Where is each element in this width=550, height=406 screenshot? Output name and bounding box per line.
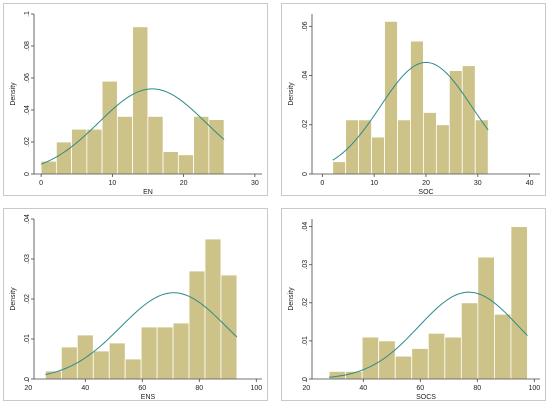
x-tick-label: 10 (108, 180, 116, 187)
y-tick-label: .06 (302, 21, 309, 31)
histogram-bar (60, 346, 78, 380)
histogram-bar (493, 313, 512, 380)
y-tick-label: 0 (24, 377, 31, 381)
y-tick-label: .1 (24, 11, 31, 17)
histogram-bar (193, 116, 210, 175)
x-axis-label: SOCS (416, 394, 436, 401)
x-tick-label: 30 (251, 180, 259, 187)
y-tick-label: .01 (24, 334, 31, 344)
y-tick-label: .04 (302, 222, 309, 232)
histogram-bar (411, 348, 429, 380)
x-tick-label: 60 (138, 385, 146, 392)
x-tick-label: 0 (39, 180, 43, 187)
y-tick-label: .03 (302, 260, 309, 270)
histogram-soc: 0 .02 .04 .06 0 10 20 30 40 SOC Density (288, 14, 540, 196)
histogram-bar (477, 256, 495, 380)
histogram-bar (132, 26, 149, 175)
normal-density-curve (45, 292, 238, 376)
histogram-bar (55, 141, 73, 175)
x-tick-label: 20 (180, 180, 188, 187)
y-tick-label: .04 (302, 71, 309, 81)
histogram-bar (345, 119, 360, 175)
y-tick-label: .03 (24, 254, 31, 264)
histogram-bar (156, 326, 174, 380)
y-tick-label: .02 (302, 120, 309, 130)
histogram-bar (423, 112, 437, 175)
histogram-bar (361, 336, 380, 380)
x-tick-label: 80 (195, 385, 203, 392)
histogram-bar (116, 116, 134, 175)
histogram-bar (220, 274, 238, 380)
normal-density-curve (329, 291, 528, 378)
histogram-bar (188, 270, 206, 380)
histogram-bar (510, 226, 528, 380)
x-tick-label: 20 (422, 180, 430, 187)
y-axis-label: Density (288, 82, 295, 106)
y-tick-label: .02 (302, 298, 309, 308)
x-axis-label: ENS (141, 394, 156, 401)
x-tick-label: 10 (370, 180, 378, 187)
histogram-bar (162, 151, 179, 175)
histogram-bar (435, 124, 450, 175)
x-tick-label: 100 (250, 385, 262, 392)
histogram-bar (92, 350, 110, 380)
histogram-bar (397, 119, 411, 175)
histogram-bar (448, 70, 463, 175)
x-tick-label: 0 (320, 180, 324, 187)
histogram-bar (147, 116, 164, 175)
histogram-bar (86, 128, 103, 175)
x-axis-label: EN (143, 189, 153, 196)
x-tick-label: 20 (302, 385, 310, 392)
y-tick-label: .06 (24, 73, 31, 83)
histogram-bar (124, 358, 142, 380)
histogram-bar (371, 136, 385, 175)
histogram-bar (460, 302, 479, 380)
x-tick-label: 20 (24, 385, 32, 392)
y-tick-label: .04 (24, 214, 31, 224)
y-tick-label: 0 (302, 172, 309, 176)
histogram-bar (172, 322, 190, 380)
histogram-bar (177, 154, 194, 175)
y-tick-label: .08 (24, 41, 31, 51)
x-tick-label: 40 (359, 385, 367, 392)
histogram-bar (101, 80, 118, 175)
histogram-ens: 0 .01 .02 .03 .04 20 40 60 80 100 ENS Density (10, 214, 262, 401)
histogram-socs: 0 .01 .02 .03 .04 20 40 60 80 100 SOCS Density (288, 219, 540, 401)
histogram-bar (332, 161, 347, 175)
histogram-bar (410, 40, 424, 175)
y-tick-label: .04 (24, 105, 31, 115)
histogram-en: 0 .02 .04 .06 .08 .1 0 10 20 30 EN Density (10, 11, 262, 196)
histogram-bar (427, 332, 446, 380)
histogram-bar (76, 334, 94, 380)
y-axis-label: Density (10, 82, 17, 106)
y-axis-label: Density (288, 287, 295, 311)
y-axis-label: Density (10, 287, 17, 311)
histogram-bar (108, 342, 126, 380)
x-tick-label: 40 (526, 180, 534, 187)
histogram-bar (444, 336, 462, 380)
histogram-panel-socs: 0 .01 .02 .03 .04 20 40 60 80 100 SOCS Density (281, 208, 546, 401)
y-tick-label: 0 (24, 172, 31, 176)
histogram-bar (394, 355, 413, 380)
y-tick-label: .01 (302, 336, 309, 346)
normal-density-curve (40, 88, 225, 165)
normal-density-curve (332, 61, 489, 161)
histogram-bar (140, 326, 158, 380)
histogram-bar (461, 65, 476, 175)
histogram-panel-en: 0 .02 .04 .06 .08 .1 0 10 20 30 EN Density (3, 3, 268, 196)
x-tick-label: 80 (473, 385, 481, 392)
x-tick-label: 100 (528, 385, 540, 392)
histogram-panel-soc: 0 .02 .04 .06 0 10 20 30 40 SOC Density (281, 3, 546, 196)
x-tick-label: 60 (416, 385, 424, 392)
y-tick-label: .02 (24, 294, 31, 304)
x-tick-label: 30 (474, 180, 482, 187)
histogram-panel-ens: 0 .01 .02 .03 .04 20 40 60 80 100 ENS Density (3, 208, 268, 401)
x-axis-label: SOC (418, 189, 433, 196)
y-tick-label: 0 (302, 377, 309, 381)
y-tick-label: .02 (24, 137, 31, 147)
x-tick-label: 40 (81, 385, 89, 392)
